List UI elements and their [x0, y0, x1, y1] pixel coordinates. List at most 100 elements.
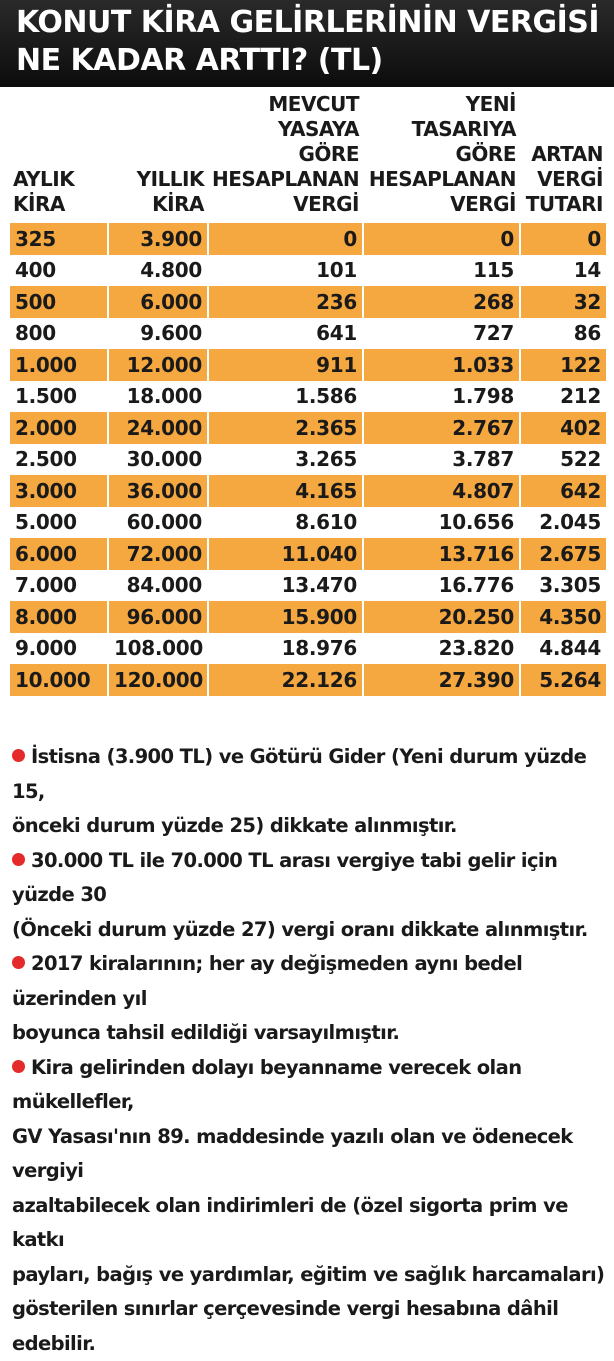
table-cell: 2.500 — [10, 444, 107, 476]
column-header-line: KİRA — [13, 192, 104, 217]
table-cell: 120.000 — [107, 664, 207, 696]
column-header-line: ARTAN — [524, 142, 603, 167]
table-cell: 0 — [519, 223, 606, 255]
table-cell: 2.000 — [10, 412, 107, 444]
table-cell: 8.610 — [207, 507, 362, 539]
table-cell: 3.900 — [107, 223, 207, 255]
table-cell: 30.000 — [107, 444, 207, 476]
table-cell: 4.350 — [519, 601, 606, 633]
table-cell: 236 — [207, 286, 362, 318]
footnote-text: (Önceki durum yüzde 27) vergi oranı dikk… — [12, 918, 588, 941]
table-cell: 400 — [10, 255, 107, 287]
column-header-line: VERGİ — [524, 167, 603, 192]
table-cell: 268 — [362, 286, 519, 318]
table-cell: 500 — [10, 286, 107, 318]
table-cell: 27.390 — [362, 664, 519, 696]
footnote-line: azaltabilecek olan indirimleri de (özel … — [12, 1189, 606, 1258]
table-cell: 9.000 — [10, 633, 107, 665]
table-cell: 7.000 — [10, 570, 107, 602]
column-header-line: GÖRE — [367, 142, 516, 167]
table-cell: 800 — [10, 318, 107, 350]
table-cell: 727 — [362, 318, 519, 350]
column-header-line: VERGİ — [367, 192, 516, 217]
column-header-line: AYLIK — [13, 167, 104, 192]
table-cell: 1.000 — [10, 349, 107, 381]
footnote-text: GV Yasası'nın 89. maddesinde yazılı olan… — [12, 1125, 573, 1183]
table-cell: 10.000 — [10, 664, 107, 696]
footnote-line: 2017 kiralarının; her ay değişmeden aynı… — [12, 947, 606, 1016]
footnote-text: boyunca tahsil edildiği varsayılmıştır. — [12, 1021, 399, 1044]
table-cell: 1.798 — [362, 381, 519, 413]
table-cell: 60.000 — [107, 507, 207, 539]
table-cell: 5.000 — [10, 507, 107, 539]
table-cell: 11.040 — [207, 538, 362, 570]
footnote-text: payları, bağış ve yardımlar, eğitim ve s… — [12, 1263, 604, 1286]
table-cell: 13.470 — [207, 570, 362, 602]
table-cell: 4.807 — [362, 475, 519, 507]
footnote: Kira gelirinden dolayı beyanname verecek… — [12, 1051, 606, 1361]
table-cell: 18.000 — [107, 381, 207, 413]
footnote-line: payları, bağış ve yardımlar, eğitim ve s… — [12, 1258, 606, 1293]
table-cell: 20.250 — [362, 601, 519, 633]
chart-title: KONUT KİRA GELİRLERİNİN VERGİSİ NE KADAR… — [0, 0, 614, 87]
table-cell: 3.305 — [519, 570, 606, 602]
column-header-line: GÖRE — [212, 142, 359, 167]
bullet-icon — [12, 749, 25, 762]
table-cell: 641 — [207, 318, 362, 350]
table-cell: 3.000 — [10, 475, 107, 507]
footnote-line: GV Yasası'nın 89. maddesinde yazılı olan… — [12, 1120, 606, 1189]
table-cell: 3.265 — [207, 444, 362, 476]
table-cell: 22.126 — [207, 664, 362, 696]
bullet-icon — [12, 853, 25, 866]
table-cell: 2.767 — [362, 412, 519, 444]
table-cell: 911 — [207, 349, 362, 381]
table-cell: 6.000 — [107, 286, 207, 318]
table-cell: 2.365 — [207, 412, 362, 444]
table-cell: 1.500 — [10, 381, 107, 413]
table-cell: 402 — [519, 412, 606, 444]
column-header-line: VERGİ — [212, 192, 359, 217]
footnote-line: Kira gelirinden dolayı beyanname verecek… — [12, 1051, 606, 1120]
footnote-line: boyunca tahsil edildiği varsayılmıştır. — [12, 1016, 606, 1051]
table-cell: 32 — [519, 286, 606, 318]
table-cell: 108.000 — [107, 633, 207, 665]
table-cell: 0 — [207, 223, 362, 255]
table-cell: 122 — [519, 349, 606, 381]
column-header-line: YENİ — [367, 92, 516, 117]
table-cell: 325 — [10, 223, 107, 255]
table-cell: 522 — [519, 444, 606, 476]
footnotes: İstisna (3.900 TL) ve Götürü Gider (Yeni… — [12, 740, 606, 1361]
footnote-line: İstisna (3.900 TL) ve Götürü Gider (Yeni… — [12, 740, 606, 809]
column-header-line: HESAPLANAN — [212, 167, 359, 192]
table-cell: 96.000 — [107, 601, 207, 633]
title-line-2: NE KADAR ARTTI? (TL) — [16, 42, 600, 80]
table-cell: 13.716 — [362, 538, 519, 570]
table-cell: 101 — [207, 255, 362, 287]
table-cell: 6.000 — [10, 538, 107, 570]
table-cell: 8.000 — [10, 601, 107, 633]
footnote: İstisna (3.900 TL) ve Götürü Gider (Yeni… — [12, 740, 606, 844]
table-cell: 212 — [519, 381, 606, 413]
table-cell: 1.033 — [362, 349, 519, 381]
footnote-line: (Önceki durum yüzde 27) vergi oranı dikk… — [12, 913, 606, 948]
table-cell: 72.000 — [107, 538, 207, 570]
table-cell: 24.000 — [107, 412, 207, 444]
table-cell: 14 — [519, 255, 606, 287]
